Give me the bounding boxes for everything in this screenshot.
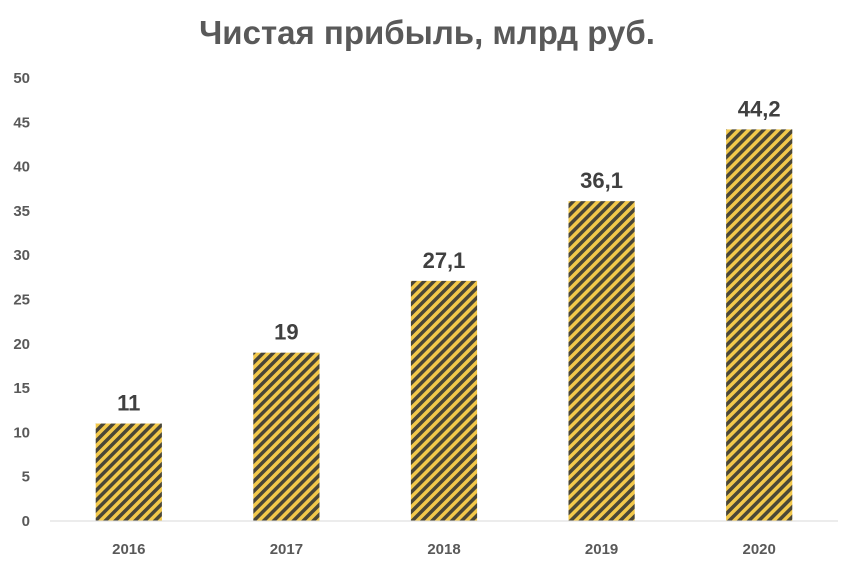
data-label: 44,2 xyxy=(738,96,781,121)
bar xyxy=(253,352,320,521)
x-tick-label: 2019 xyxy=(585,541,618,558)
data-label: 27,1 xyxy=(423,248,466,273)
x-tick-label: 2020 xyxy=(743,541,776,558)
y-tick-label: 10 xyxy=(13,424,30,441)
data-labels: 11 19 27,1 36,1 44,2 xyxy=(117,96,780,415)
y-tick-label: 25 xyxy=(13,292,30,309)
bar xyxy=(95,423,162,521)
y-tick-label: 40 xyxy=(13,159,30,176)
data-label: 11 xyxy=(117,391,140,416)
bar xyxy=(410,280,478,521)
bar xyxy=(726,129,793,521)
y-tick-label: 35 xyxy=(13,203,30,220)
y-tick-label: 45 xyxy=(13,114,30,131)
x-axis: 2016 2017 2018 2019 2020 xyxy=(112,541,776,558)
y-tick-label: 0 xyxy=(22,513,30,530)
bar xyxy=(568,201,635,522)
data-label: 19 xyxy=(274,320,298,345)
y-tick-label: 50 xyxy=(13,70,30,87)
x-tick-label: 2017 xyxy=(270,541,303,558)
bar-series xyxy=(95,129,793,522)
y-axis: 0 5 10 15 20 25 30 35 40 45 50 xyxy=(13,70,30,530)
y-tick-label: 20 xyxy=(13,336,30,353)
data-label: 36,1 xyxy=(580,168,623,193)
chart-title: Чистая прибыль, млрд руб. xyxy=(199,14,655,51)
x-tick-label: 2018 xyxy=(427,541,460,558)
y-tick-label: 15 xyxy=(13,380,30,397)
y-tick-label: 30 xyxy=(13,247,30,264)
y-tick-label: 5 xyxy=(22,469,30,486)
x-tick-label: 2016 xyxy=(112,541,145,558)
